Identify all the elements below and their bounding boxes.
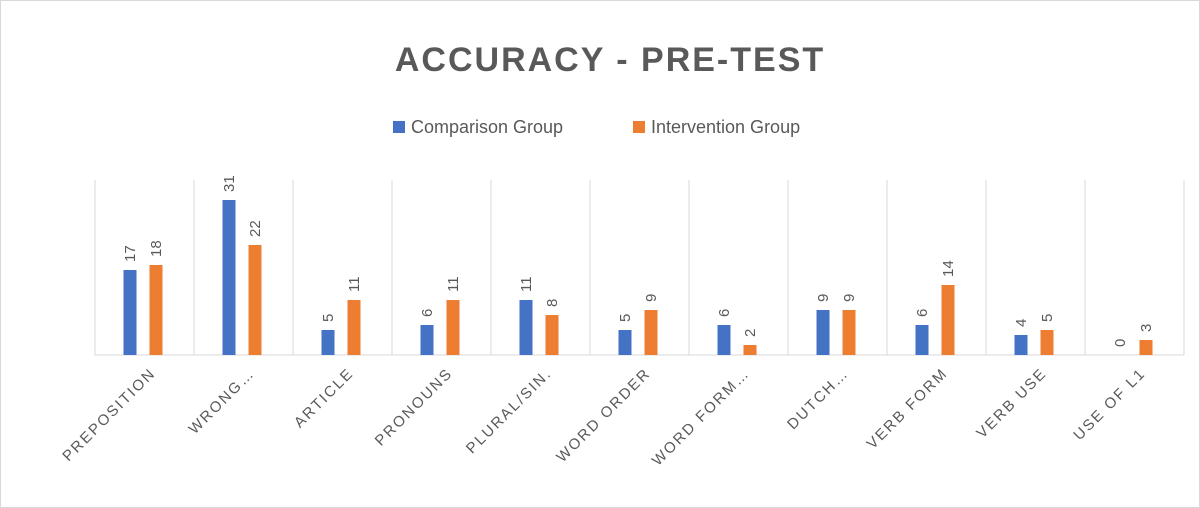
bar: [941, 285, 955, 355]
legend-swatch: [633, 121, 645, 133]
bar: [842, 310, 856, 355]
data-label: 5: [617, 314, 634, 322]
bar: [743, 345, 757, 355]
bar: [420, 325, 434, 355]
data-label: 9: [841, 294, 858, 302]
chart-title: ACCURACY - PRE-TEST: [395, 41, 825, 79]
bar: [347, 300, 361, 355]
bar: [222, 200, 236, 355]
bar: [1139, 340, 1153, 355]
bar: [123, 270, 137, 355]
data-label: 18: [148, 240, 165, 257]
data-label: 9: [815, 294, 832, 302]
data-label: 6: [716, 309, 733, 317]
bar: [446, 300, 460, 355]
bar: [644, 310, 658, 355]
data-label: 4: [1013, 319, 1030, 327]
bar: [618, 330, 632, 355]
data-label: 9: [643, 294, 660, 302]
bar: [1014, 335, 1028, 355]
data-label: 0: [1112, 339, 1129, 347]
bar: [545, 315, 559, 355]
bar: [321, 330, 335, 355]
data-label: 14: [940, 260, 957, 277]
bar: [248, 245, 262, 355]
legend-label: Comparison Group: [411, 117, 563, 137]
bar: [915, 325, 929, 355]
data-label: 8: [544, 299, 561, 307]
bar: [717, 325, 731, 355]
data-label: 11: [445, 276, 462, 292]
bar: [149, 265, 163, 355]
data-label: 11: [518, 276, 535, 292]
bar: [816, 310, 830, 355]
data-label: 2: [742, 329, 759, 337]
data-label: 6: [914, 309, 931, 317]
legend-swatch: [393, 121, 405, 133]
data-label: 6: [419, 309, 436, 317]
data-label: 17: [122, 245, 139, 262]
bar: [1040, 330, 1054, 355]
data-label: 5: [320, 314, 337, 322]
data-label: 3: [1138, 324, 1155, 332]
data-label: 11: [346, 276, 363, 292]
legend-label: Intervention Group: [651, 117, 800, 137]
data-label: 22: [247, 220, 264, 237]
data-label: 5: [1039, 314, 1056, 322]
data-label: 31: [221, 175, 238, 192]
bar: [519, 300, 533, 355]
